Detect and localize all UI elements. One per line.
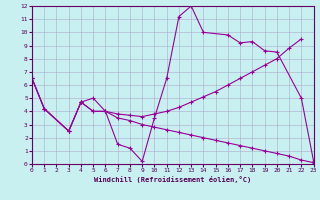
X-axis label: Windchill (Refroidissement éolien,°C): Windchill (Refroidissement éolien,°C) (94, 176, 252, 183)
